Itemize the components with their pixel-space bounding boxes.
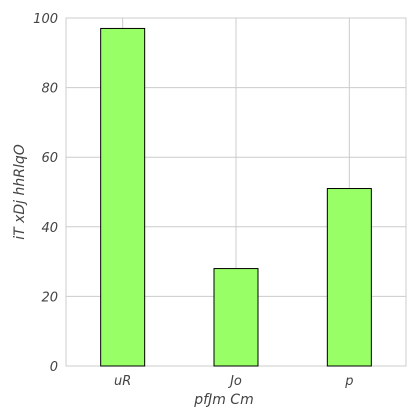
- bar-Jo: [213, 268, 259, 367]
- y-tick-label: 80: [41, 82, 58, 97]
- y-tick-label: 20: [41, 290, 58, 305]
- tick-labels: 0 20 40 60 80 100 uR Jo p: [33, 12, 353, 389]
- bar-p: [326, 188, 372, 367]
- x-tick-label: Jo: [227, 374, 242, 389]
- x-axis-label: pfJm Cm: [193, 392, 253, 408]
- bars: [100, 27, 372, 367]
- y-tick-label: 60: [41, 151, 58, 166]
- bar-uR: [100, 27, 146, 367]
- x-tick-label: uR: [114, 374, 131, 389]
- y-tick-label: 100: [33, 12, 58, 27]
- y-tick-label: 0: [50, 360, 58, 375]
- y-axis-label: iT xDj hhRlqO: [12, 144, 28, 240]
- y-tick-label: 40: [41, 221, 58, 236]
- x-tick-label: p: [344, 374, 353, 389]
